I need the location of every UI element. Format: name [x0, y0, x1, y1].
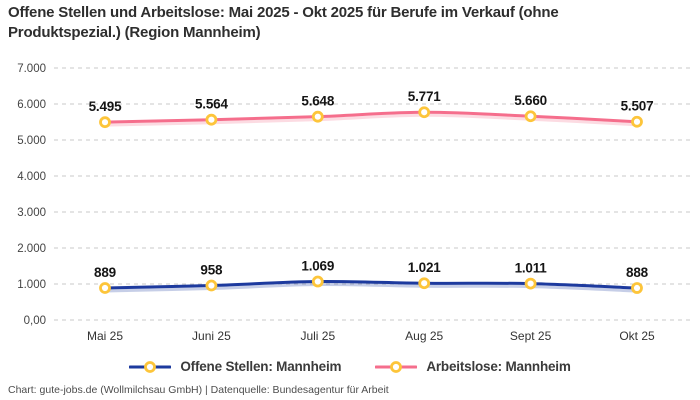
- chart-footer: Chart: gute-jobs.de (Wollmilchsau GmbH) …: [8, 384, 389, 396]
- x-axis-label: Juni 25: [192, 329, 231, 343]
- data-point-label-arbeitslose-mannheim: 5.648: [301, 94, 334, 109]
- x-axis-label: Okt 25: [619, 329, 655, 343]
- legend-label-offene-stellen-mannheim: Offene Stellen: Mannheim: [180, 359, 342, 374]
- data-point-label-arbeitslose-mannheim: 5.660: [514, 93, 547, 108]
- data-point-marker-arbeitslose-mannheim[interactable]: [99, 116, 111, 129]
- data-point-marker-offene-stellen-mannheim[interactable]: [631, 282, 643, 294]
- data-point-label-arbeitslose-mannheim: 5.507: [621, 99, 654, 114]
- legend-marker-icon: [129, 360, 172, 373]
- y-axis-tick-label: 3.000: [17, 207, 46, 219]
- x-axis-label: Mai 25: [87, 329, 123, 343]
- y-axis-tick-label: 7.000: [17, 63, 46, 75]
- data-point-marker-arbeitslose-mannheim[interactable]: [205, 113, 218, 126]
- y-axis-tick-label: 1.000: [17, 279, 46, 291]
- data-point-marker-arbeitslose-mannheim[interactable]: [311, 110, 324, 123]
- data-point-label-arbeitslose-mannheim: 5.564: [195, 97, 228, 112]
- data-point-marker-offene-stellen-mannheim[interactable]: [524, 277, 537, 290]
- data-point-marker-offene-stellen-mannheim[interactable]: [99, 282, 111, 294]
- x-axis-label: Aug 25: [405, 329, 443, 343]
- data-point-marker-offene-stellen-mannheim[interactable]: [418, 277, 431, 290]
- data-point-marker-offene-stellen-mannheim[interactable]: [311, 275, 324, 288]
- data-point-label-arbeitslose-mannheim: 5.771: [408, 89, 441, 104]
- data-point-marker-arbeitslose-mannheim[interactable]: [418, 106, 431, 119]
- legend-item-offene-stellen-mannheim[interactable]: Offene Stellen: Mannheim: [129, 359, 342, 374]
- data-point-marker-arbeitslose-mannheim[interactable]: [524, 110, 537, 123]
- data-point-label-offene-stellen-mannheim: 958: [200, 263, 223, 278]
- y-axis-tick-label: 5.000: [17, 135, 46, 147]
- y-axis-tick-label: 2.000: [17, 243, 46, 255]
- legend-item-arbeitslose-mannheim[interactable]: Arbeitslose: Mannheim: [375, 359, 571, 374]
- series-line-offene-stellen-mannheim: [103, 279, 639, 290]
- chart-legend: Offene Stellen: Mannheim Arbeitslose: Man…: [0, 359, 700, 374]
- series-line-shadow-offene-stellen-mannheim: [103, 282, 639, 293]
- data-point-label-arbeitslose-mannheim: 5.495: [89, 99, 122, 114]
- series-line-shadow-arbeitslose-mannheim: [103, 113, 639, 127]
- y-axis-tick-label: 0,00: [24, 315, 46, 327]
- data-point-marker-offene-stellen-mannheim[interactable]: [205, 279, 218, 292]
- y-axis-tick-label: 6.000: [17, 99, 46, 111]
- data-point-label-offene-stellen-mannheim: 889: [94, 265, 116, 280]
- data-point-marker-arbeitslose-mannheim[interactable]: [631, 115, 643, 128]
- chart-title: Offene Stellen und Arbeitslose: Mai 2025…: [8, 4, 559, 41]
- data-point-label-offene-stellen-mannheim: 888: [626, 265, 649, 280]
- x-axis-label: Juli 25: [300, 329, 335, 343]
- x-axis-label: Sept 25: [510, 329, 552, 343]
- series-line-arbeitslose-mannheim: [103, 110, 639, 124]
- legend-label-arbeitslose-mannheim: Arbeitslose: Mannheim: [426, 359, 571, 374]
- data-point-label-offene-stellen-mannheim: 1.069: [301, 259, 334, 274]
- legend-marker-icon: [375, 360, 418, 373]
- data-point-label-offene-stellen-mannheim: 1.021: [408, 260, 441, 275]
- y-axis-tick-label: 4.000: [17, 171, 46, 183]
- data-point-label-offene-stellen-mannheim: 1.011: [515, 261, 548, 276]
